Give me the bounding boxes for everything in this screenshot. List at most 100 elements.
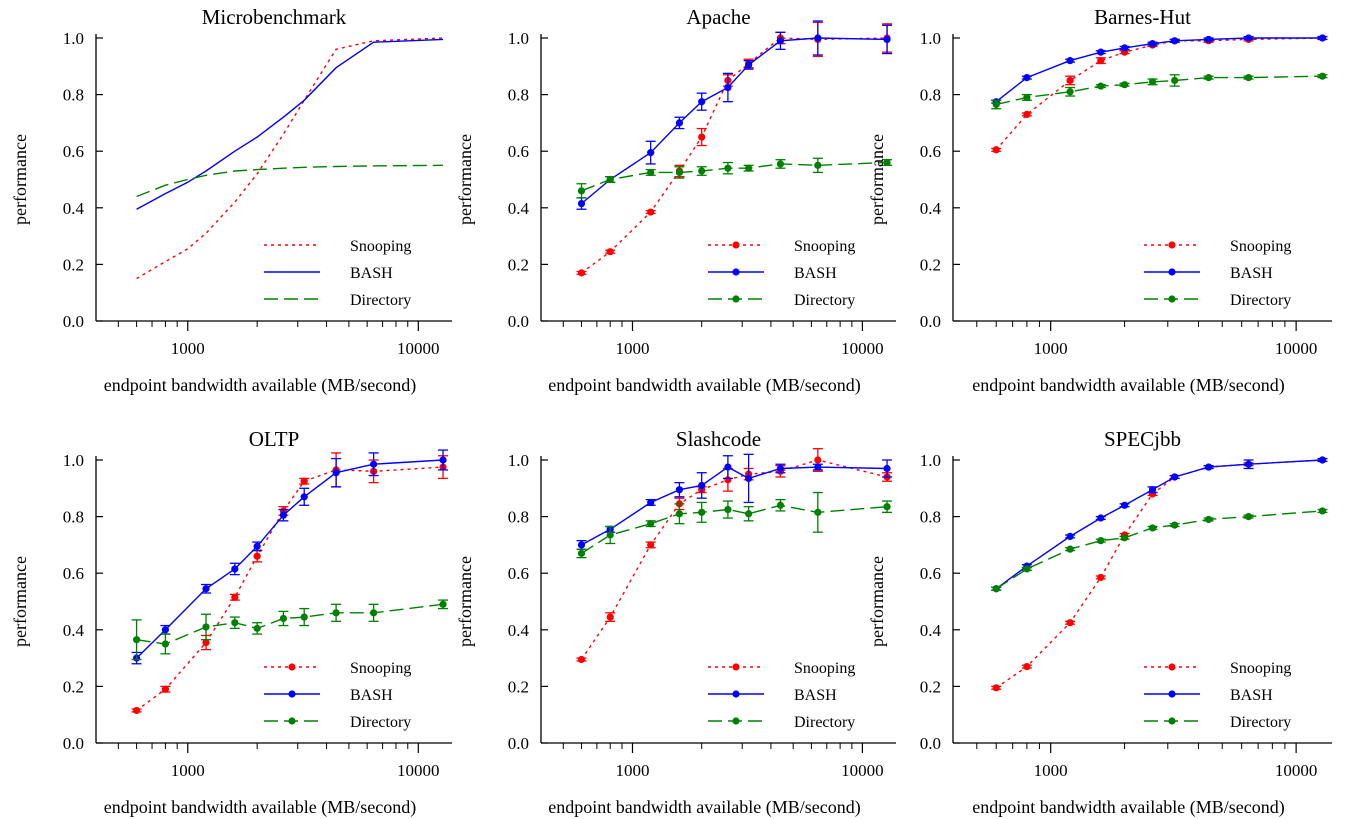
legend-marker — [1168, 717, 1176, 725]
data-point — [606, 531, 614, 539]
data-point — [1148, 486, 1157, 494]
data-point — [161, 626, 170, 634]
data-point — [1120, 501, 1129, 509]
legend: Snooping BASH Directory — [1144, 238, 1291, 309]
y-tick-label: 0.2 — [920, 677, 941, 696]
data-point — [745, 164, 753, 172]
y-tick-label: 1.0 — [920, 29, 941, 48]
data-point — [1023, 74, 1031, 82]
data-point — [647, 498, 655, 507]
legend: Snooping BASH Directory — [708, 660, 855, 731]
series-bash — [991, 456, 1328, 593]
data-point — [577, 541, 586, 549]
legend-marker — [288, 663, 296, 671]
data-point — [1097, 514, 1105, 522]
data-point — [1066, 532, 1074, 541]
x-axis-label: endpoint bandwidth available (MB/second) — [548, 375, 860, 396]
y-tick-label: 0.6 — [508, 564, 529, 583]
y-axis-label: performance — [455, 556, 475, 647]
chart-title: Apache — [686, 5, 750, 29]
data-point — [300, 477, 308, 485]
data-point — [776, 464, 785, 473]
legend-label-snooping: Snooping — [350, 238, 411, 255]
data-point — [1205, 74, 1213, 82]
chart-panel-microbenchmark: Microbenchmark 0.0 0.2 0.4 0.6 0.8 1.0 1000 1000… — [10, 5, 452, 396]
data-point — [577, 269, 586, 277]
legend-marker — [732, 663, 740, 671]
legend-label-directory: Directory — [794, 292, 855, 309]
y-tick-label: 0.8 — [920, 508, 941, 527]
y-tick-label: 0.6 — [920, 564, 941, 583]
legend-label-bash: BASH — [350, 265, 393, 282]
legend-label-directory: Directory — [350, 292, 411, 309]
data-point — [724, 505, 732, 514]
data-point — [1148, 40, 1157, 48]
y-tick-label: 1.0 — [920, 451, 941, 470]
legend-label-bash: BASH — [350, 687, 393, 704]
series-bash — [576, 20, 893, 210]
chart-panel-slashcode: Slashcode 0.0 0.2 0.4 0.6 0.8 1.0 1000 10000 endp… — [455, 427, 896, 818]
data-point — [883, 503, 891, 511]
y-tick-label: 0.6 — [920, 142, 941, 161]
data-point — [439, 456, 447, 464]
data-point — [1066, 88, 1074, 96]
y-tick-label: 0.2 — [63, 255, 84, 274]
legend-marker — [732, 241, 740, 249]
legend-label-snooping: Snooping — [1230, 238, 1291, 255]
chart-panel-barnes-hut: Barnes-Hut 0.0 0.2 0.4 0.6 0.8 1.0 1000 10000 end… — [867, 5, 1332, 396]
series-line-directory — [581, 161, 888, 192]
data-point — [279, 511, 288, 519]
data-point — [577, 549, 586, 557]
data-point — [724, 83, 732, 92]
data-point — [1066, 76, 1074, 85]
series-directory — [576, 491, 893, 559]
y-axis-label: performance — [10, 556, 30, 647]
data-point — [814, 161, 822, 169]
y-tick-label: 0.6 — [63, 142, 84, 161]
data-point — [1097, 573, 1105, 582]
legend-marker — [732, 268, 740, 276]
y-tick-label: 1.0 — [508, 451, 529, 470]
legend-label-bash: BASH — [1230, 265, 1273, 282]
series-line-bash — [136, 38, 444, 210]
data-point — [1097, 82, 1105, 90]
data-point — [606, 175, 614, 184]
series-snooping — [136, 37, 444, 280]
series-directory — [576, 157, 893, 199]
data-point — [1205, 463, 1213, 471]
data-point — [161, 640, 170, 648]
chart-panel-oltp: OLTP 0.0 0.2 0.4 0.6 0.8 1.0 1000 10000 endpoint … — [10, 427, 452, 818]
legend-label-snooping: Snooping — [794, 660, 855, 677]
data-point — [1171, 473, 1179, 481]
legend: Snooping BASH Directory — [708, 238, 855, 309]
legend-marker — [288, 690, 296, 698]
legend-label-directory: Directory — [350, 714, 411, 731]
legend-marker — [732, 295, 740, 303]
data-point — [1066, 57, 1074, 65]
data-point — [577, 655, 586, 664]
x-axis-label: endpoint bandwidth available (MB/second) — [548, 797, 860, 818]
data-point — [647, 208, 655, 216]
data-point — [1318, 34, 1327, 42]
data-point — [675, 168, 684, 177]
data-point — [675, 119, 684, 127]
x-tick-label: 1000 — [171, 339, 205, 358]
y-tick-label: 0.8 — [508, 508, 529, 527]
series-line-bash — [581, 466, 888, 546]
legend-marker — [1168, 268, 1176, 276]
x-tick-label: 10000 — [1275, 339, 1318, 358]
data-point — [814, 508, 822, 516]
y-tick-label: 0.0 — [920, 312, 941, 331]
data-point — [132, 636, 141, 644]
x-tick-label: 10000 — [841, 339, 884, 358]
y-tick-label: 0.8 — [920, 86, 941, 105]
data-point — [1244, 460, 1253, 468]
data-point — [1171, 37, 1179, 45]
legend-label-snooping: Snooping — [794, 238, 855, 255]
series-line-snooping — [995, 459, 1323, 689]
data-point — [1244, 74, 1253, 82]
data-point — [1066, 619, 1074, 627]
chart-title: Barnes-Hut — [1094, 5, 1191, 29]
y-axis-label: performance — [455, 134, 475, 225]
